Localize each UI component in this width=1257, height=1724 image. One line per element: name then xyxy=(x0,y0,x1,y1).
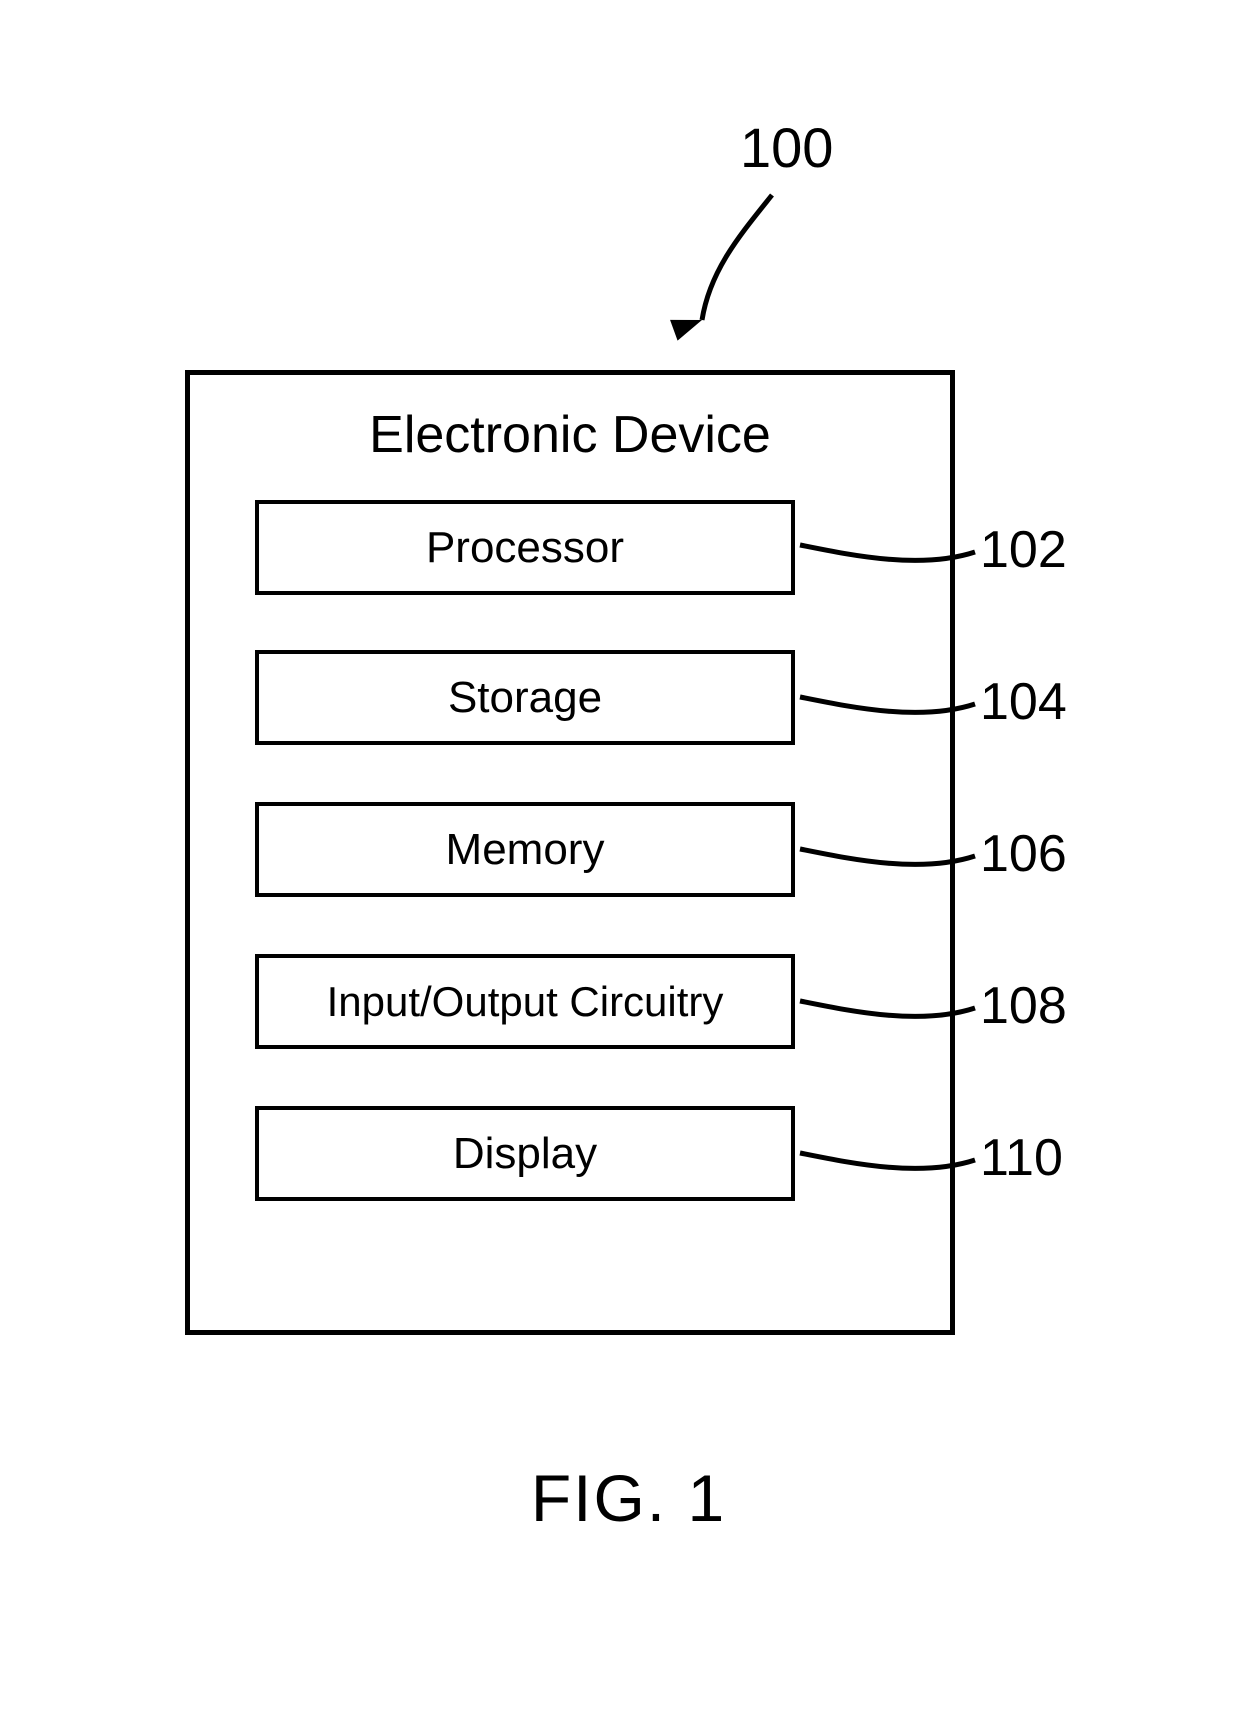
outer-container-title: Electronic Device xyxy=(190,405,950,465)
system-ref-number: 100 xyxy=(740,115,833,180)
component-box: Storage xyxy=(255,650,795,745)
component-ref-number: 106 xyxy=(980,824,1067,884)
component-label: Processor xyxy=(426,523,624,573)
component-ref-number: 108 xyxy=(980,976,1067,1036)
component-ref-number: 102 xyxy=(980,520,1067,580)
figure-caption: FIG. 1 xyxy=(0,1460,1257,1536)
system-ref-arrow xyxy=(670,310,706,341)
component-label: Storage xyxy=(448,673,602,723)
component-label: Display xyxy=(453,1129,597,1179)
component-box: Processor xyxy=(255,500,795,595)
component-label: Input/Output Circuitry xyxy=(327,978,724,1026)
component-box: Memory xyxy=(255,802,795,897)
component-ref-number: 110 xyxy=(980,1128,1063,1188)
component-label: Memory xyxy=(446,825,605,875)
component-box: Display xyxy=(255,1106,795,1201)
diagram-canvas: 100 Electronic Device Processor 102 Storag… xyxy=(0,0,1257,1724)
component-ref-number: 104 xyxy=(980,672,1067,732)
component-box: Input/Output Circuitry xyxy=(255,954,795,1049)
